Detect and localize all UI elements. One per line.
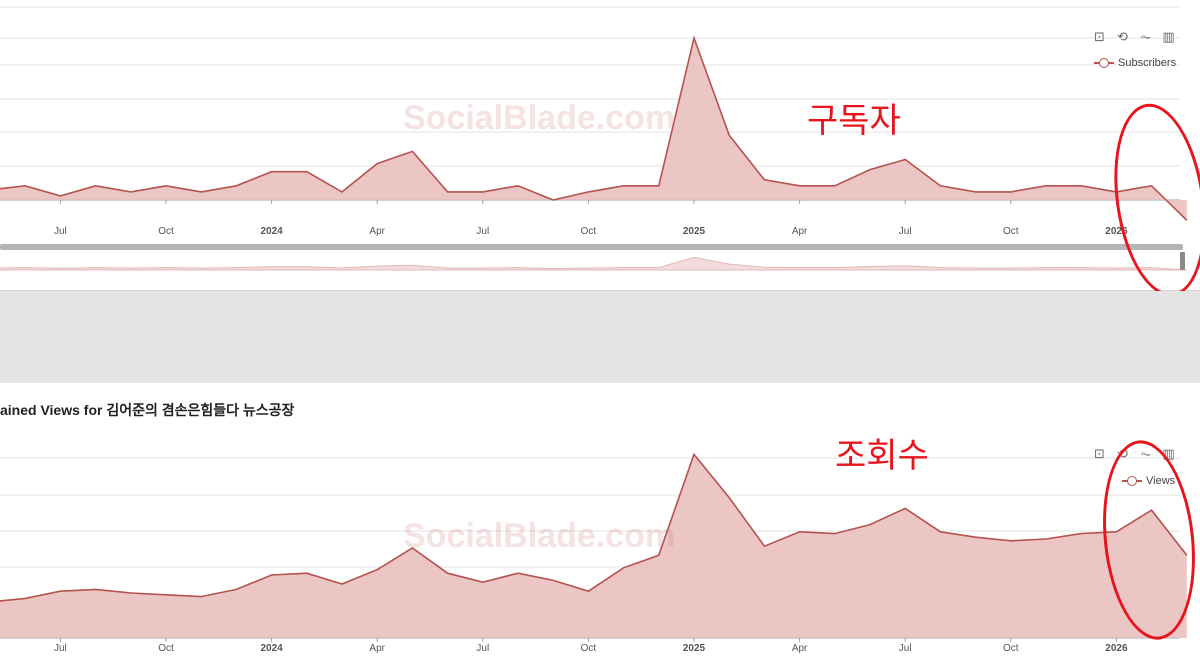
chart-title: ained Views for 김어준의 겸손은힘들다 뉴스공장 <box>0 402 295 418</box>
navigator-preview <box>0 256 1187 271</box>
zoom-slider-track[interactable] <box>0 244 1183 250</box>
x-tick-label: Jul <box>476 643 489 654</box>
watermark: SocialBlade.com <box>403 517 676 555</box>
legend[interactable]: Subscribers <box>1094 57 1176 69</box>
zoom-icon[interactable]: ⊡ <box>1094 29 1105 44</box>
chart-toolbox: ⊡ ⟲ ⏦ ▥ <box>1092 29 1176 44</box>
chart-toolbox: ⊡ ⟲ ⏦ ▥ <box>1092 446 1176 461</box>
x-tick-label: Oct <box>1003 643 1019 654</box>
x-tick-label: 2026 <box>1105 226 1128 237</box>
x-tick-label: Oct <box>158 226 174 237</box>
x-tick-label: 2026 <box>1105 643 1128 654</box>
x-tick-label: 2025 <box>683 643 706 654</box>
line-chart-icon[interactable]: ⏦ <box>1140 29 1151 44</box>
zoom-slider-handle[interactable] <box>1180 252 1185 270</box>
line-chart-icon[interactable]: ⏦ <box>1140 446 1151 461</box>
views-chart-panel: ained Views for 김어준의 겸손은힘들다 뉴스공장 Jul Oct 2… <box>0 383 1200 660</box>
zoom-reset-icon[interactable]: ⟲ <box>1117 446 1128 461</box>
x-tick-label: Oct <box>158 643 174 654</box>
subscribers-chart-panel: Jul Oct 2024 Apr Jul Oct 2025 Apr Jul Oct 2026 Soc… <box>0 0 1200 303</box>
x-tick-label: Apr <box>369 643 385 654</box>
legend[interactable]: Views <box>1122 475 1175 487</box>
watermark: SocialBlade.com <box>403 99 676 137</box>
zoom-reset-icon[interactable]: ⟲ <box>1117 29 1128 44</box>
x-tick-label: Apr <box>792 226 808 237</box>
subscribers-chart: Jul Oct 2024 Apr Jul Oct 2025 Apr Jul Oct 2026 <box>0 6 1188 271</box>
legend-label: Views <box>1146 475 1176 487</box>
x-tick-label: Apr <box>792 643 808 654</box>
bar-chart-icon[interactable]: ▥ <box>1162 446 1175 461</box>
x-tick-label: Jul <box>899 643 912 654</box>
panel-separator <box>0 291 1200 383</box>
legend-marker-icon <box>1094 58 1114 68</box>
zoom-icon[interactable]: ⊡ <box>1094 446 1105 461</box>
bar-chart-icon[interactable]: ▥ <box>1162 29 1175 44</box>
x-tick-label: Jul <box>899 226 912 237</box>
legend-label: Subscribers <box>1118 57 1177 69</box>
x-tick-label: Apr <box>369 226 385 237</box>
x-tick-label: Jul <box>54 643 67 654</box>
legend-marker-icon <box>1122 476 1142 486</box>
x-tick-label: 2025 <box>683 226 706 237</box>
annotation-views: 조회수 <box>835 437 929 475</box>
x-tick-label: 2024 <box>260 226 283 237</box>
views-chart: Jul Oct 2024 Apr Jul Oct 2025 Apr Jul Oct 2026 <box>0 452 1188 654</box>
x-tick-label: 2024 <box>260 643 283 654</box>
x-tick-label: Jul <box>54 226 67 237</box>
annotation-subscribers: 구독자 <box>807 102 901 140</box>
x-tick-label: Oct <box>581 643 597 654</box>
series-area <box>0 454 1187 638</box>
x-tick-label: Oct <box>1003 226 1019 237</box>
x-tick-label: Oct <box>581 226 597 237</box>
series-area <box>0 38 1187 221</box>
x-tick-label: Jul <box>476 226 489 237</box>
